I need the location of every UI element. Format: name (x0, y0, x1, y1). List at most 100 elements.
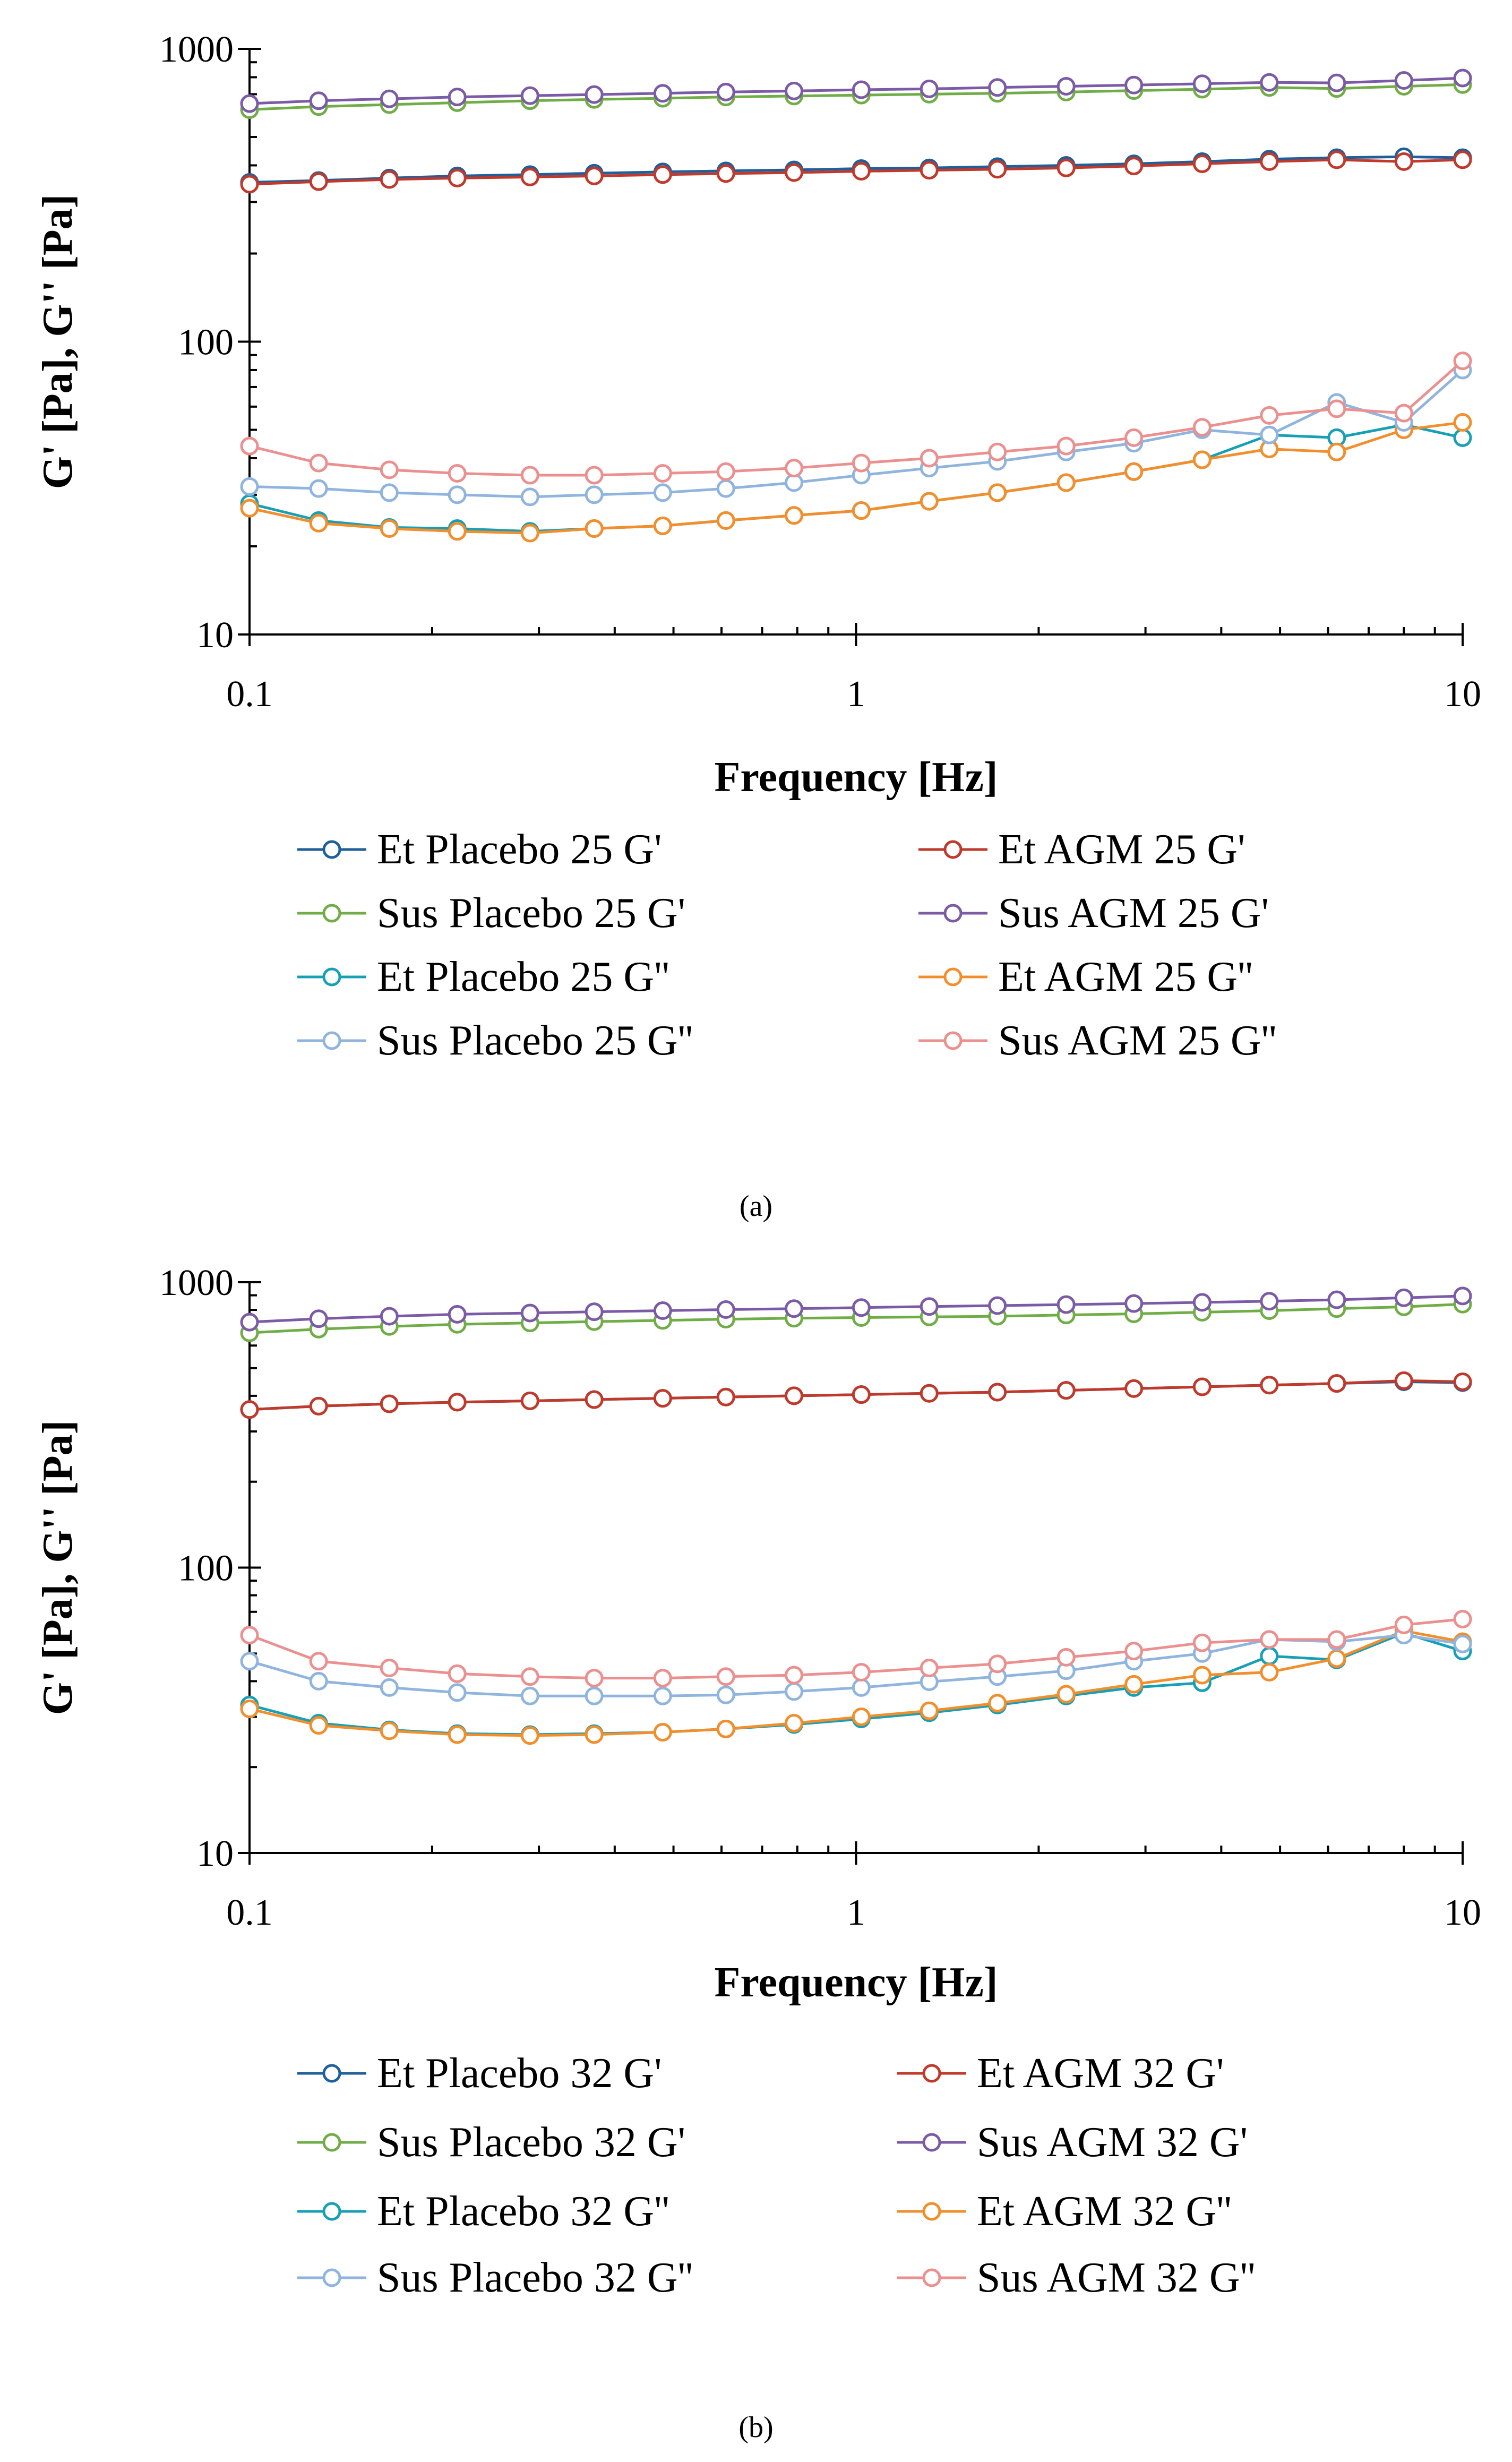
legend-item: Sus Placebo 32 G' (297, 2119, 685, 2166)
series-4 (240, 68, 1472, 113)
data-point (240, 1652, 259, 1671)
data-point (1056, 77, 1076, 96)
data-point (1327, 1290, 1346, 1309)
series-4 (240, 1286, 1472, 1332)
data-point (380, 89, 399, 108)
data-point (309, 479, 328, 498)
legend-label: Sus AGM 25 G' (998, 890, 1269, 937)
data-point (240, 1400, 259, 1419)
series-8 (240, 1609, 1472, 1688)
legend-item: Sus AGM 32 G' (897, 2119, 1248, 2166)
data-point (1260, 1663, 1279, 1682)
legend-item: Sus Placebo 25 G' (297, 890, 685, 937)
x-tick-label: 1 (847, 674, 865, 715)
legend-marker (922, 2064, 941, 2083)
legend-item: Et Placebo 25 G'' (297, 954, 669, 1000)
data-point (1327, 399, 1346, 418)
data-point (1394, 152, 1413, 171)
legend-marker (922, 2133, 941, 2152)
data-point (716, 1685, 735, 1704)
data-point (585, 466, 604, 485)
data-point (240, 436, 259, 456)
data-point (716, 462, 735, 481)
data-point (380, 1678, 399, 1697)
y-tick-label: 1000 (159, 1263, 234, 1303)
x-tick-label: 1 (847, 1892, 865, 1933)
legend-label: Sus AGM 25 G'' (998, 1017, 1277, 1064)
data-point (852, 1708, 871, 1727)
data-point (1394, 1371, 1413, 1390)
legend-label: Sus Placebo 32 G'' (377, 2254, 693, 2301)
legend-marker (322, 2268, 341, 2287)
data-point (785, 1682, 804, 1701)
data-point (988, 1296, 1007, 1315)
x-tick-label: 0.1 (226, 674, 273, 715)
legend-marker (322, 840, 341, 859)
data-point (716, 82, 735, 101)
data-point (1260, 1630, 1279, 1649)
data-point (1124, 428, 1144, 447)
legend-marker (943, 840, 963, 859)
data-point (785, 163, 804, 182)
data-point (716, 164, 735, 183)
data-point (1192, 1377, 1212, 1396)
data-point (920, 1297, 939, 1316)
series-6 (240, 413, 1472, 543)
data-point (785, 1386, 804, 1405)
data-point (920, 79, 939, 98)
data-point (1124, 462, 1144, 481)
data-point (785, 1666, 804, 1685)
data-point (653, 1389, 672, 1408)
data-point (520, 167, 539, 186)
legend-item: Sus Placebo 32 G'' (297, 2254, 693, 2301)
data-point (1260, 1292, 1279, 1311)
legend-label: Et Placebo 32 G'' (377, 2188, 669, 2235)
legend-label: Sus AGM 32 G' (977, 2119, 1248, 2166)
legend-item: Et AGM 32 G' (897, 2050, 1224, 2097)
data-point (380, 1659, 399, 1678)
data-point (380, 1394, 399, 1413)
data-point (1056, 1295, 1076, 1314)
data-point (240, 477, 259, 496)
legend-label: Et AGM 25 G'' (998, 954, 1253, 1000)
legend-label: Et AGM 32 G' (977, 2050, 1224, 2097)
data-point (1327, 1630, 1346, 1649)
data-point (520, 1391, 539, 1410)
data-point (1192, 74, 1212, 93)
data-point (1260, 1376, 1279, 1395)
data-point (1192, 1293, 1212, 1312)
data-point (380, 483, 399, 502)
data-point (585, 166, 604, 185)
y-tick-label: 10 (196, 1833, 234, 1874)
x-tick-label: 0.1 (226, 1892, 273, 1933)
data-point (716, 1667, 735, 1686)
data-point (1056, 158, 1076, 177)
data-point (240, 94, 259, 113)
data-point (988, 1383, 1007, 1402)
data-point (1260, 425, 1279, 444)
data-point (309, 1396, 328, 1416)
data-point (309, 172, 328, 191)
legend-item: Et Placebo 32 G' (297, 2050, 662, 2097)
y-axis-title: G' [Pa], G'' [Pa] (35, 194, 81, 489)
data-point (920, 492, 939, 511)
data-point (1056, 1685, 1076, 1704)
data-point (716, 511, 735, 530)
legend-item: Et AGM 25 G' (918, 826, 1245, 873)
data-point (520, 1303, 539, 1323)
legend-label: Sus Placebo 25 G' (377, 890, 685, 937)
data-point (1124, 1379, 1144, 1398)
data-point (309, 91, 328, 110)
data-point (1192, 418, 1212, 437)
data-point (1453, 68, 1472, 88)
legend-item: Et AGM 32 G'' (897, 2188, 1232, 2235)
data-point (448, 485, 467, 504)
data-point (852, 501, 871, 520)
data-point (1394, 1615, 1413, 1634)
data-point (716, 1387, 735, 1406)
data-point (1327, 1374, 1346, 1393)
legend-marker (922, 2202, 941, 2221)
data-point (1260, 152, 1279, 171)
data-point (309, 1309, 328, 1328)
